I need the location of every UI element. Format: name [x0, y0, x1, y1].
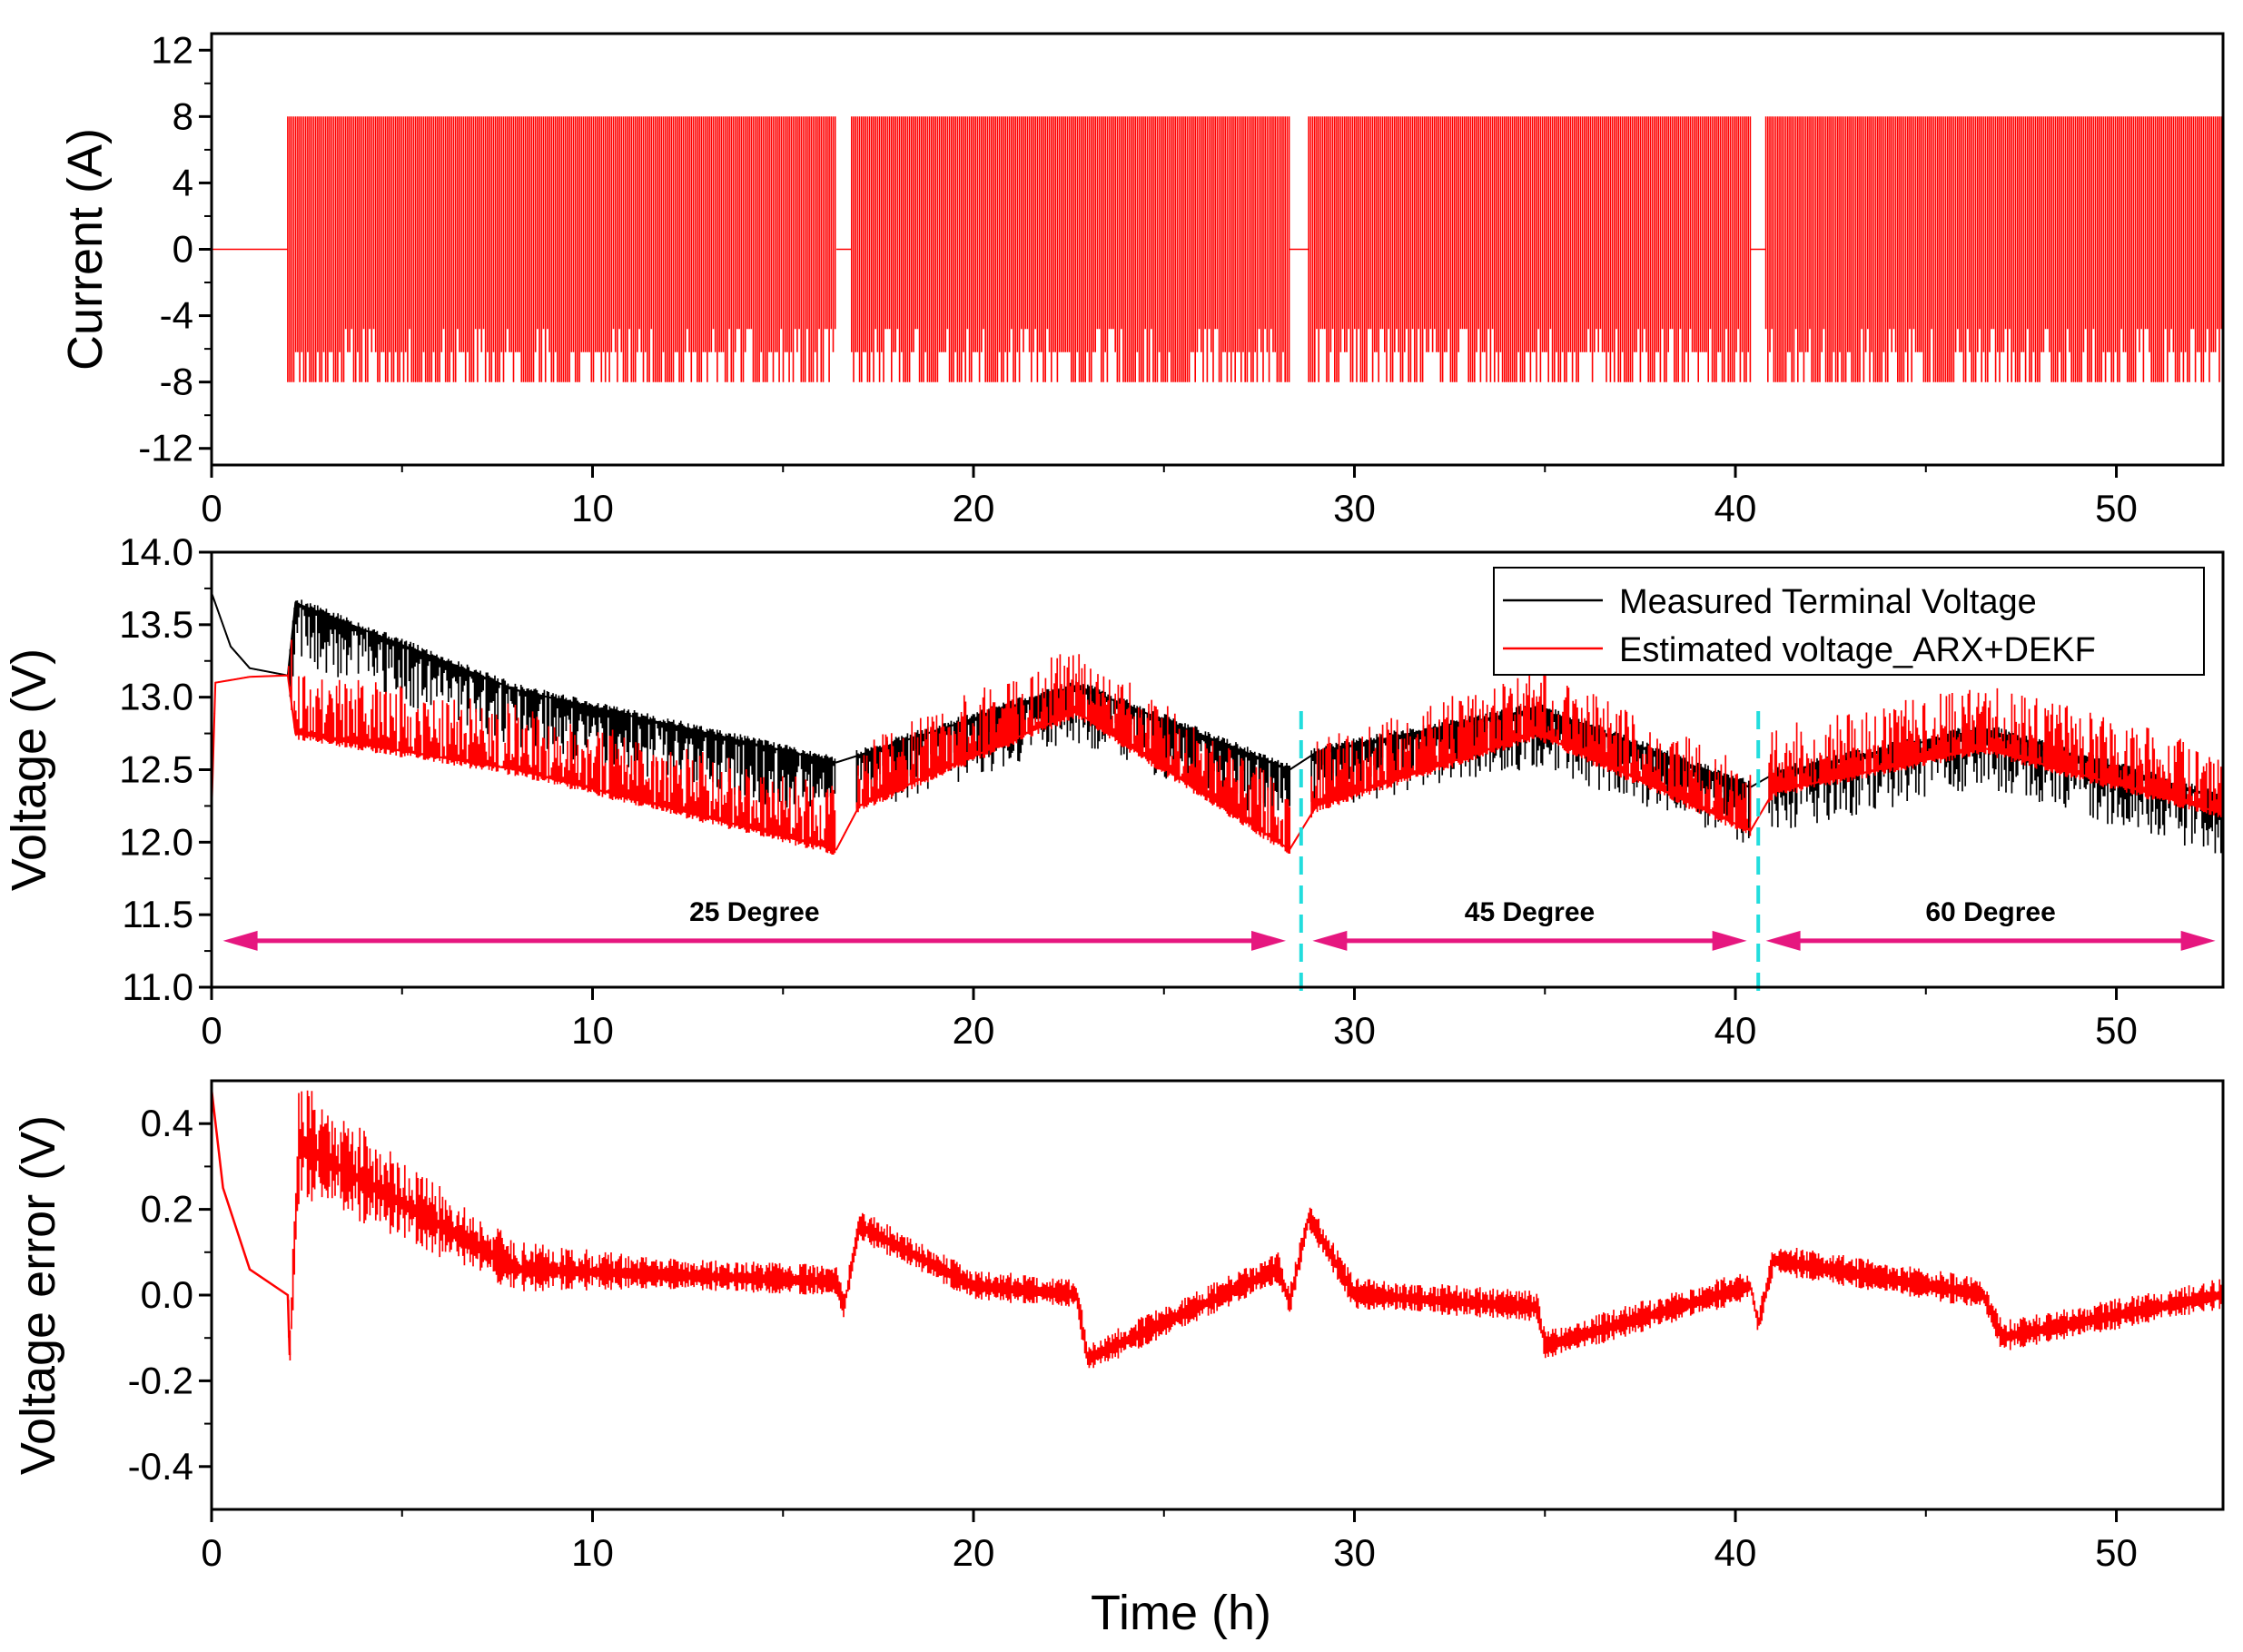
current-plot-area — [212, 116, 2223, 381]
current-y-axis-label: Current (A) — [58, 128, 113, 371]
voltage-y-tick-label: 12.5 — [119, 748, 193, 791]
region-label-3: 60 Degree — [1925, 897, 2055, 927]
voltage-error-decay — [212, 1089, 291, 1356]
measured-voltage-trend — [212, 592, 2223, 800]
voltage-error-panel: 0 10 20 30 40 50 -0.4 -0.2 0.0 0.2 0.4 Voltage erro… — [11, 1079, 2225, 1640]
voltage-error-y-tick-label: -0.2 — [128, 1359, 193, 1401]
voltage-error-x-tick-label: 40 — [1714, 1531, 1757, 1574]
voltage-error-x-tick-label: 10 — [571, 1531, 614, 1574]
legend-entry-2: Estimated voltage_ARX+DEKF — [1619, 631, 2096, 669]
voltage-y-tick-label: 11.5 — [122, 893, 193, 935]
voltage-error-y-tick-label: 0.4 — [141, 1102, 193, 1144]
current-x-tick-label: 10 — [571, 487, 614, 529]
voltage-x-tick-label: 40 — [1714, 1009, 1757, 1052]
current-y-tick-label: 8 — [173, 94, 193, 137]
voltage-error-plot-area — [212, 1089, 2223, 1369]
voltage-y-axis-label: Voltage (V) — [2, 648, 56, 891]
voltage-error-x-tick-label: 0 — [201, 1531, 222, 1574]
voltage-error-y-tick-label: 0.0 — [141, 1273, 193, 1316]
current-series — [212, 116, 2223, 381]
current-x-tick-label: 0 — [201, 487, 222, 529]
voltage-x-tick-label: 50 — [2095, 1009, 2138, 1052]
region-arrowhead-right-1 — [1251, 930, 1287, 951]
legend-box — [1493, 567, 2205, 676]
legend: Measured Terminal Voltage Estimated volta… — [1493, 567, 2205, 676]
estimated-voltage-trend — [212, 674, 2223, 851]
voltage-plot-area — [212, 592, 2223, 855]
voltage-error-x-tick-label: 20 — [953, 1531, 995, 1574]
region-label-2: 45 Degree — [1465, 897, 1595, 927]
current-x-tick-label: 30 — [1333, 487, 1376, 529]
voltage-error-x-axis-label: Time (h) — [1091, 1586, 1271, 1640]
region-label-1: 25 Degree — [689, 897, 819, 927]
estimated-voltage-series — [212, 639, 2223, 855]
voltage-x-tick-label: 10 — [571, 1009, 614, 1052]
voltage-error-y-tick-label: 0.2 — [141, 1188, 193, 1231]
voltage-error-y-axis-label: Voltage error (V) — [11, 1115, 65, 1475]
current-y-tick-label: -4 — [160, 294, 193, 337]
current-x-tick-label: 40 — [1714, 487, 1757, 529]
voltage-x-tick-label: 30 — [1333, 1009, 1376, 1052]
voltage-y-tick-label: 12.0 — [119, 820, 193, 863]
voltage-error-series — [287, 1090, 2223, 1369]
voltage-y-tick-label: 13.0 — [119, 676, 193, 718]
voltage-error-x-tick-label: 50 — [2095, 1531, 2138, 1574]
current-y-tick-label: -8 — [160, 361, 193, 403]
region-arrowhead-left-2 — [1312, 930, 1348, 951]
current-y-tick-label: 0 — [173, 228, 193, 271]
voltage-error-y-tick-label: -0.4 — [128, 1445, 193, 1488]
region-arrowhead-right-3 — [2180, 930, 2216, 951]
current-y-tick-label: 4 — [173, 161, 193, 203]
current-y-tick-label: -12 — [138, 427, 193, 470]
current-panel: 0 10 20 30 40 50 -12 -8 -4 0 4 8 12 Current (A) — [58, 28, 2225, 529]
voltage-y-tick-label: 13.5 — [119, 603, 193, 646]
region-arrowhead-left-3 — [1765, 930, 1801, 951]
region-arrowhead-left-1 — [222, 930, 258, 951]
voltage-x-tick-label: 0 — [201, 1009, 222, 1052]
legend-entry-1: Measured Terminal Voltage — [1619, 583, 2037, 621]
current-x-tick-label: 20 — [953, 487, 995, 529]
current-y-tick-label: 12 — [151, 28, 193, 71]
voltage-x-tick-label: 20 — [953, 1009, 995, 1052]
voltage-y-tick-label: 11.0 — [122, 965, 193, 1008]
current-x-tick-label: 50 — [2095, 487, 2138, 529]
voltage-panel: 25 Degree 45 Degree 60 Degree Measured Term… — [2, 530, 2225, 1052]
voltage-error-x-tick-label: 30 — [1333, 1531, 1376, 1574]
voltage-y-tick-label: 14.0 — [119, 530, 193, 573]
region-arrowhead-right-2 — [1712, 930, 1747, 951]
